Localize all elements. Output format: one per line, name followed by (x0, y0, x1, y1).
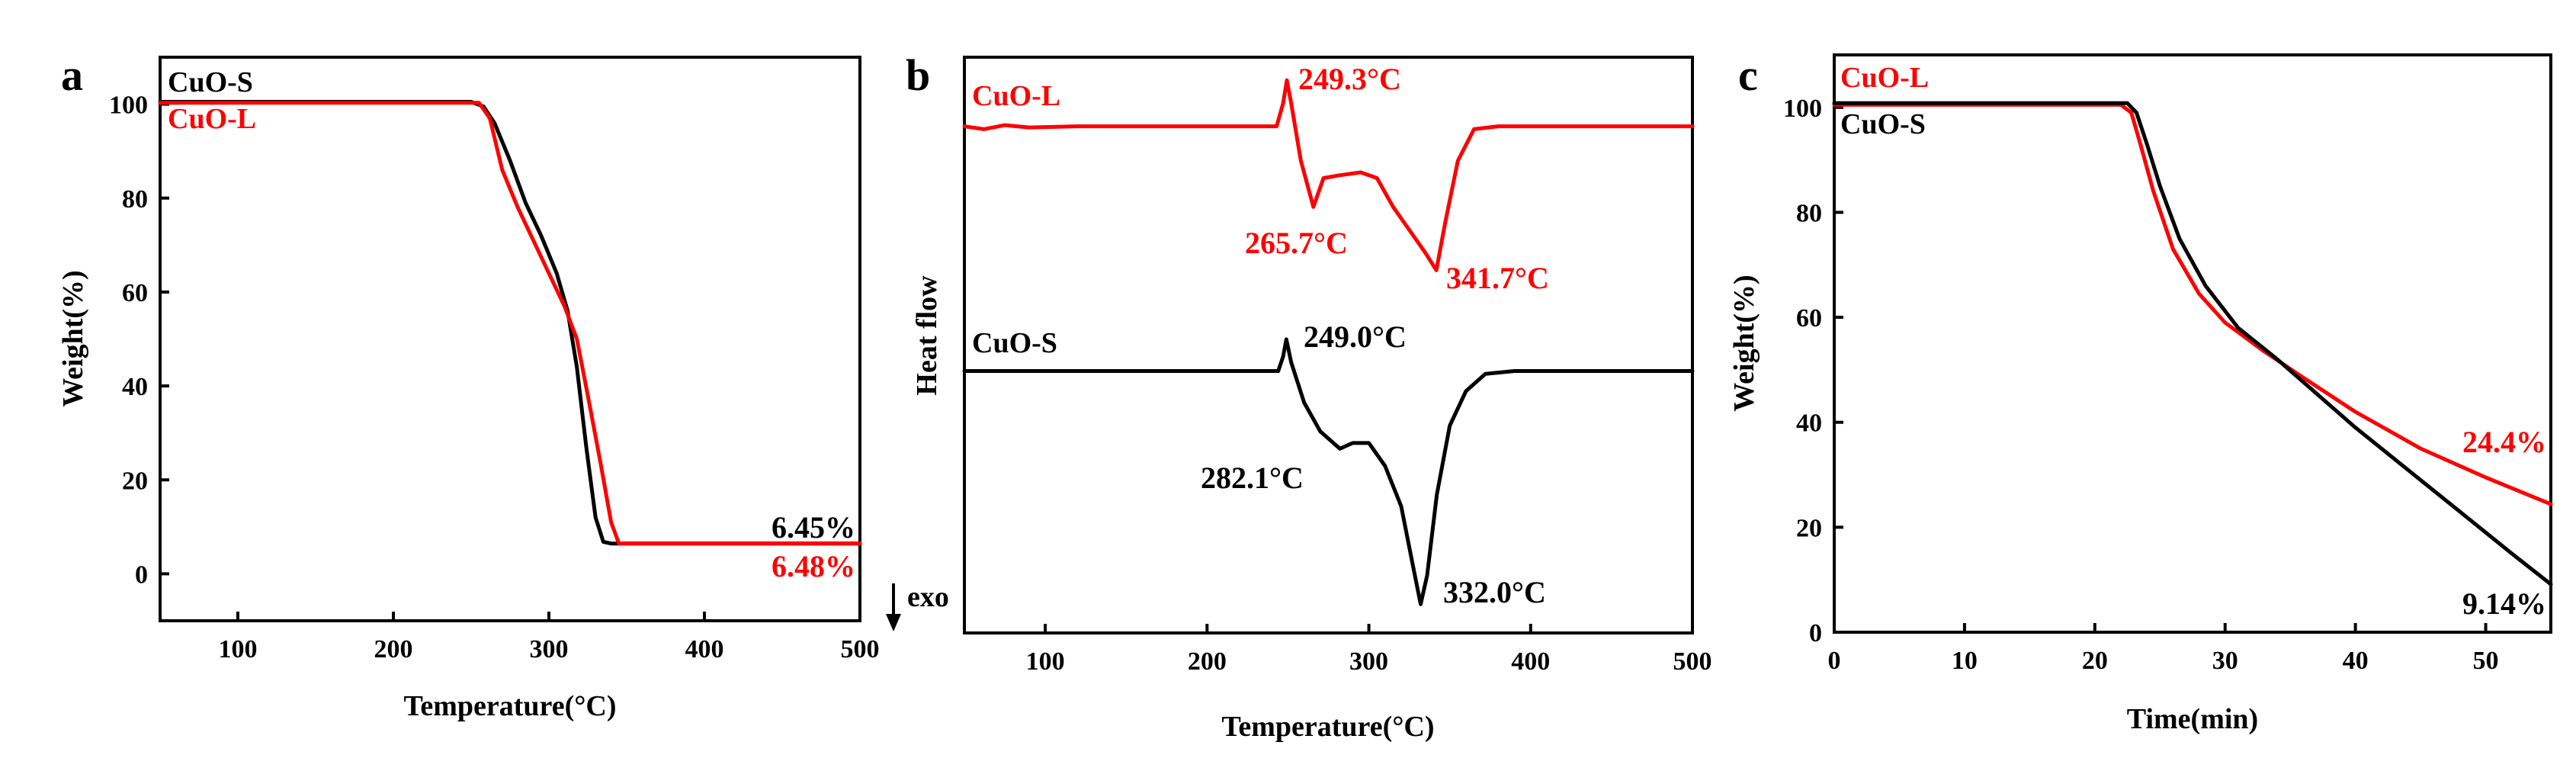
panel-a-series (158, 100, 862, 546)
panel-c-x-tick-label-50: 50 (2473, 647, 2499, 675)
panel-b-series-cuo-s (962, 337, 1695, 606)
panel-b-series-cuo-l (962, 78, 1695, 272)
panel-c-y-tick-label-0: 0 (1809, 619, 1822, 647)
panel-a-x-tick-label-200: 200 (374, 635, 413, 663)
panel-b-legend-cuo-s: CuO-S (972, 327, 1057, 359)
panel-c-x-ticks: 0 10 20 30 40 50 (1828, 623, 2499, 675)
panel-c-x-tick-label-40: 40 (2343, 647, 2369, 675)
panel-b-annotation-cuo-s-dip1: 282.1°C (1201, 461, 1304, 495)
panel-b-legend-cuo-l: CuO-L (972, 80, 1060, 112)
panel-b-exo-indicator: exo (886, 581, 949, 631)
panel-b-annotation-cuo-l-dip2: 341.7°C (1446, 261, 1549, 295)
panel-c-legend-cuo-l: CuO-L (1840, 62, 1929, 94)
panel-c-y-tick-label-60: 60 (1796, 304, 1822, 332)
panel-b-x-tick-label-300: 300 (1349, 647, 1388, 676)
panel-b-x-tick-label-400: 400 (1511, 647, 1550, 676)
panel-c-plot-frame (1833, 53, 2552, 634)
panel-a-y-axis-title: Weight(%) (57, 270, 89, 406)
panel-b-x-tick-label-500: 500 (1673, 647, 1712, 676)
panel-b-x-tick-label-100: 100 (1026, 647, 1065, 676)
panel-a-y-tick-label-20: 20 (122, 467, 148, 495)
panel-c-annotation-cuo-s-residue: 9.14% (2462, 586, 2546, 621)
panel-a-y-tick-label-40: 40 (122, 373, 148, 401)
panel-a-x-tick-label-500: 500 (841, 635, 880, 663)
panel-a: a 100 200 300 400 500 0 20 40 60 80 100 Temperatu… (57, 50, 880, 722)
panel-b-series (962, 78, 1695, 606)
panel-a-y-tick-label-0: 0 (135, 561, 148, 589)
panel-c-x-tick-label-0: 0 (1828, 647, 1841, 675)
panel-b-x-axis-title: Temperature(°C) (1221, 711, 1434, 743)
panel-c-series-cuo-l (1832, 102, 2553, 506)
panel-c-y-tick-label-20: 20 (1796, 514, 1822, 542)
panel-c-label: c (1738, 50, 1758, 100)
panel-b-annotation-cuo-l-dip1: 265.7°C (1245, 226, 1348, 260)
panel-a-x-tick-label-300: 300 (530, 635, 569, 663)
panel-b-x-ticks: 100 200 300 400 500 (1026, 624, 1712, 676)
panel-b-label: b (906, 50, 930, 100)
panel-a-y-tick-label-60: 60 (122, 279, 148, 307)
panel-c-x-tick-label-30: 30 (2212, 647, 2238, 675)
panel-a-label: a (61, 50, 83, 100)
panel-b-plot-frame (963, 56, 1694, 634)
panel-a-y-tick-label-80: 80 (122, 185, 148, 214)
panel-a-plot-frame (159, 56, 861, 622)
panel-a-series-cuo-l (158, 101, 862, 545)
panel-c-y-tick-label-80: 80 (1796, 199, 1822, 227)
panel-a-y-tick-label-100: 100 (109, 92, 148, 120)
panel-a-legend-cuo-l: CuO-L (168, 103, 256, 135)
panel-c-x-tick-label-20: 20 (2082, 647, 2108, 675)
panel-a-annotation-cuo-s-residue: 6.45% (772, 510, 855, 545)
exo-arrow-icon (886, 614, 901, 631)
panel-b: b 100 200 300 400 500 Temperature(°C) Heat f… (886, 50, 1712, 743)
panel-c-series-cuo-s (1832, 101, 2553, 586)
panel-c-series (1832, 101, 2553, 586)
panel-a-x-ticks: 100 200 300 400 500 (219, 612, 880, 663)
panel-a-series-cuo-s (158, 100, 862, 546)
panel-c-y-axis-title: Weight(%) (1728, 275, 1760, 411)
panel-c-annotation-cuo-l-residue: 24.4% (2462, 425, 2546, 459)
panel-a-annotation-cuo-l-residue: 6.48% (772, 549, 855, 583)
panel-c-y-ticks: 0 20 40 60 80 100 (1783, 95, 1843, 647)
panel-b-x-tick-label-200: 200 (1188, 647, 1227, 676)
panel-b-annotation-cuo-s-peak: 249.0°C (1304, 320, 1407, 354)
panel-c-legend-cuo-s: CuO-S (1840, 108, 1926, 140)
panel-b-annotation-cuo-s-dip2: 332.0°C (1443, 575, 1546, 609)
panel-a-x-tick-label-400: 400 (685, 635, 724, 663)
panel-c-x-tick-label-10: 10 (1952, 647, 1978, 675)
panel-b-annotation-cuo-l-peak: 249.3°C (1298, 62, 1401, 96)
panel-a-x-tick-label-100: 100 (219, 635, 258, 663)
panel-a-x-axis-title: Temperature(°C) (403, 690, 616, 722)
panel-b-exo-label: exo (907, 581, 949, 613)
panel-c-y-tick-label-100: 100 (1783, 95, 1822, 123)
panel-c-x-axis-title: Time(min) (2127, 703, 2258, 735)
panel-a-legend-cuo-s: CuO-S (168, 66, 253, 98)
panel-b-y-axis-title: Heat flow (911, 275, 943, 396)
panel-c-y-tick-label-40: 40 (1796, 410, 1822, 438)
panel-c: c 0 10 20 30 40 50 0 20 40 60 80 100 Time(min) Wei… (1728, 50, 2553, 735)
